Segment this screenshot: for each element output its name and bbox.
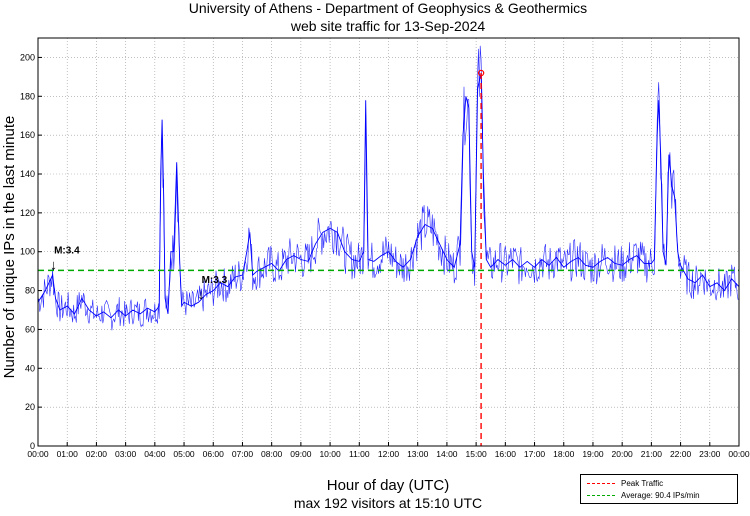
x-tick-label: 17:00 bbox=[524, 449, 546, 459]
x-tick-label: 22:00 bbox=[670, 449, 692, 459]
x-tick-label: 13:00 bbox=[407, 449, 429, 459]
y-tick-label: 120 bbox=[20, 208, 35, 218]
legend: Peak Traffic Average: 90.4 IPs/min bbox=[580, 474, 738, 504]
x-tick-label: 15:00 bbox=[465, 449, 487, 459]
y-tick-label: 0 bbox=[30, 441, 35, 451]
annotation-arrow: ↓ bbox=[198, 286, 205, 302]
chart-title-line1: University of Athens - Department of Geo… bbox=[189, 0, 587, 16]
x-tick-label: 20:00 bbox=[612, 449, 634, 459]
legend-label-peak: Peak Traffic bbox=[621, 479, 664, 488]
x-tick-label: 03:00 bbox=[115, 449, 137, 459]
annotation-label: M:3.4 bbox=[54, 246, 80, 257]
x-tick-label: 05:00 bbox=[173, 449, 195, 459]
annotations-layer: M:3.4↓M:3.3↓ bbox=[50, 246, 228, 302]
chart-title-line2: web site traffic for 13-Sep-2024 bbox=[290, 18, 486, 34]
legend-label-average: Average: 90.4 IPs/min bbox=[621, 491, 700, 500]
y-tick-label: 200 bbox=[20, 52, 35, 62]
plot-frame bbox=[37, 37, 740, 447]
x-tick-label: 04:00 bbox=[144, 449, 166, 459]
x-tick-label: 08:00 bbox=[261, 449, 283, 459]
x-tick-label: 18:00 bbox=[553, 449, 575, 459]
y-tick-label: 100 bbox=[20, 247, 35, 257]
traffic-series-detail bbox=[37, 45, 739, 331]
x-tick-label: 16:00 bbox=[495, 449, 517, 459]
x-axis-label: Hour of day (UTC) bbox=[327, 477, 450, 494]
x-tick-label: 10:00 bbox=[319, 449, 341, 459]
x-tick-label: 14:00 bbox=[436, 449, 458, 459]
legend-item-average: Average: 90.4 IPs/min bbox=[587, 490, 737, 502]
tick-labels: 0 20 40 60 80 100 120 140 160 180 200 00:00 01:00 02:… bbox=[20, 52, 750, 459]
peak-marker bbox=[477, 69, 485, 77]
y-axis-label: Number of unique IPs in the last minute bbox=[1, 116, 18, 379]
x-tick-label: 19:00 bbox=[582, 449, 604, 459]
x-tick-label: 11:00 bbox=[349, 449, 370, 459]
y-tick-label: 20 bbox=[25, 402, 35, 412]
x-tick-label: 06:00 bbox=[203, 449, 225, 459]
x-tick-label: 23:00 bbox=[699, 449, 721, 459]
legend-item-peak: Peak Traffic bbox=[587, 478, 737, 490]
reference-lines bbox=[38, 69, 739, 446]
y-tick-label: 180 bbox=[20, 91, 35, 101]
x-tick-label: 12:00 bbox=[378, 449, 400, 459]
x-tick-label: 21:00 bbox=[641, 449, 663, 459]
x-tick-label: 02:00 bbox=[86, 449, 108, 459]
legend-swatch-peak bbox=[587, 483, 615, 484]
y-tick-label: 160 bbox=[20, 130, 35, 140]
y-tick-label: 140 bbox=[20, 169, 35, 179]
y-tick-label: 60 bbox=[25, 324, 35, 334]
annotation-label: M:3.3 bbox=[202, 275, 228, 286]
y-tick-label: 40 bbox=[25, 363, 35, 373]
y-tick-label: 80 bbox=[25, 286, 35, 296]
chart-subtitle: max 192 visitors at 15:10 UTC bbox=[294, 495, 482, 511]
x-tick-label: 00:00 bbox=[27, 449, 49, 459]
x-tick-label: 09:00 bbox=[290, 449, 312, 459]
x-tick-label: 01:00 bbox=[57, 449, 79, 459]
series-layer bbox=[37, 45, 740, 331]
annotation-arrow: ↓ bbox=[50, 257, 57, 273]
x-tick-label: 07:00 bbox=[232, 449, 254, 459]
legend-swatch-average bbox=[587, 495, 615, 496]
x-tick-label: 00:00 bbox=[728, 449, 750, 459]
